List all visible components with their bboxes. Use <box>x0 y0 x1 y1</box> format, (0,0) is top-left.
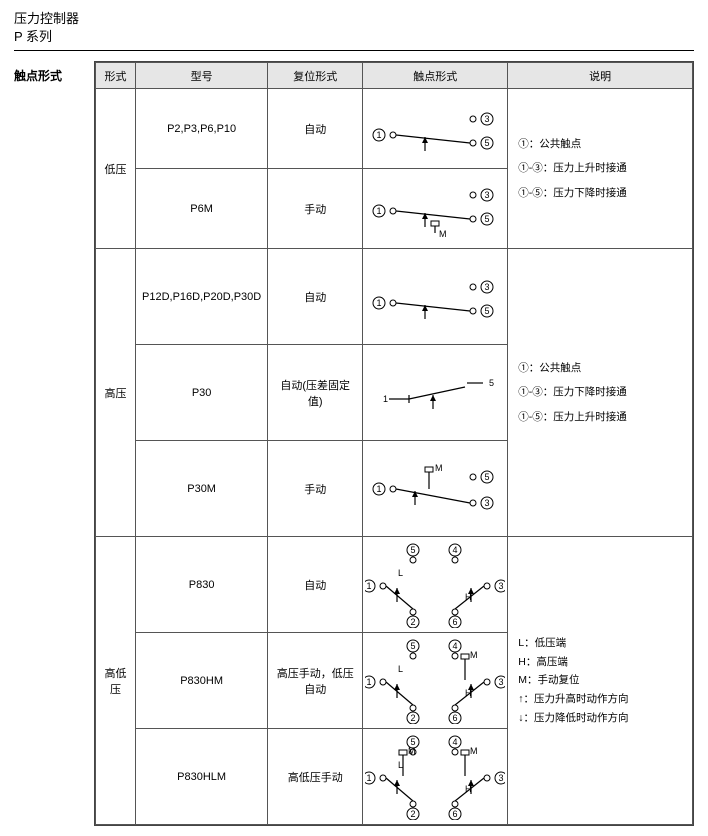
spec-table: 形式 型号 复位形式 触点形式 说明 低压P2,P3,P6,P10自动 1 3 … <box>94 61 694 826</box>
svg-text:3: 3 <box>485 114 490 124</box>
contact-diagram: 1 3 5 <box>363 89 508 169</box>
svg-text:1: 1 <box>377 484 382 494</box>
svg-text:4: 4 <box>453 545 458 555</box>
svg-text:1: 1 <box>367 677 372 687</box>
model-cell: P2,P3,P6,P10 <box>136 89 268 169</box>
svg-text:L: L <box>398 664 403 674</box>
svg-text:5: 5 <box>411 641 416 651</box>
contact-diagram: 152L M4 36H M <box>363 729 508 825</box>
svg-text:6: 6 <box>453 809 458 819</box>
svg-text:4: 4 <box>453 641 458 651</box>
col-header-type: 形式 <box>96 63 136 89</box>
model-cell: P830HLM <box>136 729 268 825</box>
col-header-desc: 说明 <box>508 63 693 89</box>
reset-cell: 自动 <box>268 249 363 345</box>
reset-cell: 手动 <box>268 169 363 249</box>
svg-text:4: 4 <box>453 737 458 747</box>
svg-text:2: 2 <box>411 617 416 627</box>
svg-text:2: 2 <box>411 809 416 819</box>
svg-text:3: 3 <box>499 677 504 687</box>
col-header-model: 型号 <box>136 63 268 89</box>
svg-text:1: 1 <box>377 206 382 216</box>
model-cell: P12D,P16D,P20D,P30D <box>136 249 268 345</box>
svg-text:1: 1 <box>367 773 372 783</box>
description-cell: L：低压端H：高压端M：手动复位↑：压力升高时动作方向↓：压力降低时动作方向 <box>508 537 693 825</box>
contact-diagram: 1 3 5 <box>363 249 508 345</box>
reset-cell: 自动 <box>268 537 363 633</box>
description-cell: ①：公共触点①-③：压力上升时接通①-⑤：压力下降时接通 <box>508 89 693 249</box>
description-cell: ①：公共触点①-③：压力下降时接通①-⑤：压力上升时接通 <box>508 249 693 537</box>
svg-text:M: M <box>435 463 443 473</box>
svg-text:3: 3 <box>485 498 490 508</box>
model-cell: P830HM <box>136 633 268 729</box>
svg-text:1: 1 <box>367 581 372 591</box>
svg-text:3: 3 <box>499 773 504 783</box>
contact-diagram: 15 <box>363 345 508 441</box>
section-label: 触点形式 <box>14 61 94 826</box>
svg-text:L: L <box>398 760 403 770</box>
svg-text:5: 5 <box>485 306 490 316</box>
reset-cell: 手动 <box>268 441 363 537</box>
svg-text:M: M <box>470 746 478 756</box>
svg-text:6: 6 <box>453 617 458 627</box>
reset-cell: 高低压手动 <box>268 729 363 825</box>
model-cell: P30 <box>136 345 268 441</box>
contact-diagram: 1 5 3 M <box>363 441 508 537</box>
svg-text:5: 5 <box>485 214 490 224</box>
svg-text:2: 2 <box>411 713 416 723</box>
contact-diagram: 1 3 5 M <box>363 169 508 249</box>
svg-text:1: 1 <box>377 130 382 140</box>
svg-text:1: 1 <box>383 394 388 404</box>
svg-text:5: 5 <box>485 138 490 148</box>
contact-diagram: 152L 4 36H M <box>363 633 508 729</box>
doc-title-1: 压力控制器 <box>14 10 694 28</box>
svg-text:3: 3 <box>485 282 490 292</box>
contact-diagram: 152L 4 36H <box>363 537 508 633</box>
svg-text:L: L <box>398 568 403 578</box>
reset-cell: 自动 <box>268 89 363 169</box>
svg-text:5: 5 <box>485 472 490 482</box>
svg-text:M: M <box>408 746 416 756</box>
svg-text:3: 3 <box>499 581 504 591</box>
type-cell: 高低压 <box>96 537 136 825</box>
model-cell: P6M <box>136 169 268 249</box>
reset-cell: 高压手动，低压自动 <box>268 633 363 729</box>
model-cell: P830 <box>136 537 268 633</box>
svg-text:3: 3 <box>485 190 490 200</box>
col-header-reset: 复位形式 <box>268 63 363 89</box>
doc-title-2: P 系列 <box>14 28 694 46</box>
svg-text:1: 1 <box>377 298 382 308</box>
svg-text:5: 5 <box>489 378 494 388</box>
type-cell: 高压 <box>96 249 136 537</box>
svg-text:5: 5 <box>411 545 416 555</box>
model-cell: P30M <box>136 441 268 537</box>
svg-text:M: M <box>439 229 447 239</box>
col-header-chart: 触点形式 <box>363 63 508 89</box>
reset-cell: 自动(压差固定值) <box>268 345 363 441</box>
type-cell: 低压 <box>96 89 136 249</box>
divider <box>14 50 694 51</box>
svg-text:6: 6 <box>453 713 458 723</box>
svg-text:M: M <box>470 650 478 660</box>
